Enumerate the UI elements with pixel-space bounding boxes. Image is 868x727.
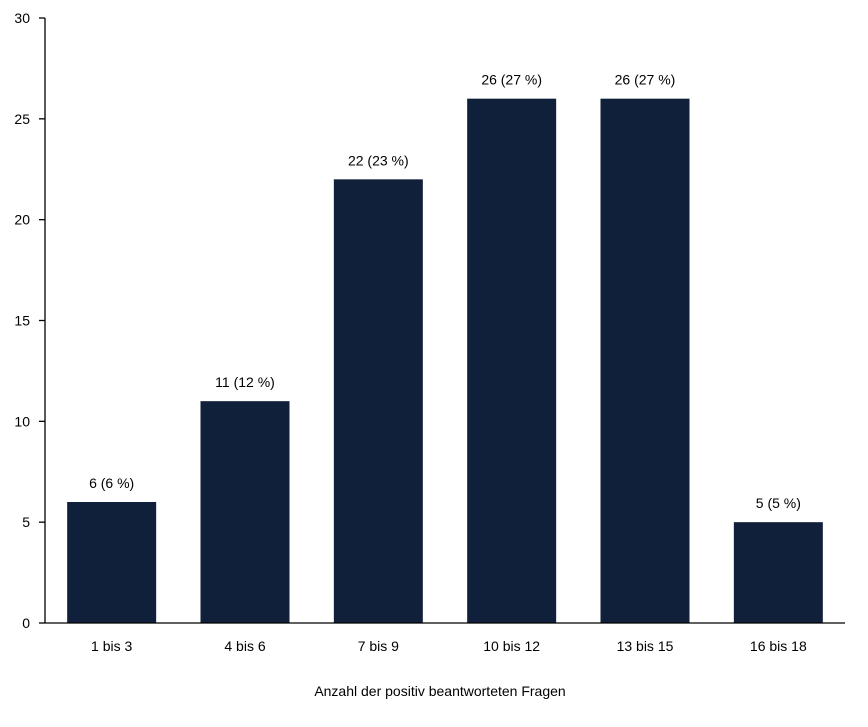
x-tick-label: 1 bis 3 — [91, 638, 132, 654]
bar — [200, 401, 290, 623]
bar — [467, 98, 557, 623]
bars — [67, 98, 823, 624]
y-tick-label: 15 — [14, 313, 30, 329]
x-axis-title: Anzahl der positiv beantworteten Fragen — [314, 683, 565, 699]
bar-data-label: 11 (12 %) — [215, 374, 275, 390]
y-tick-label: 0 — [22, 615, 30, 631]
x-tick-label: 16 bis 18 — [750, 638, 807, 654]
x-tick-label: 10 bis 12 — [483, 638, 540, 654]
y-axis-ticks: 0 5 10 15 20 25 30 — [14, 10, 45, 631]
bar-data-label: 26 (27 %) — [615, 72, 676, 88]
bar-data-label: 5 (5 %) — [756, 495, 801, 511]
y-tick-label: 20 — [14, 212, 30, 228]
y-tick-label: 25 — [14, 111, 30, 127]
axes — [44, 18, 845, 624]
y-tick-label: 5 — [22, 514, 30, 530]
bar — [333, 179, 423, 624]
bar — [733, 522, 823, 623]
data-labels: 6 (6 %) 11 (12 %) 22 (23 %) 26 (27 %) 26 (27… — [89, 72, 801, 511]
y-tick-label: 10 — [14, 413, 30, 429]
bar-data-label: 6 (6 %) — [89, 475, 134, 491]
bar — [67, 502, 157, 623]
x-tick-label: 13 bis 15 — [617, 638, 674, 654]
x-tick-label: 4 bis 6 — [224, 638, 265, 654]
bar-data-label: 22 (23 %) — [348, 152, 409, 168]
y-tick-label: 30 — [14, 10, 30, 26]
x-tick-label: 7 bis 9 — [358, 638, 399, 654]
x-axis-ticks: 1 bis 3 4 bis 6 7 bis 9 10 bis 12 13 bis 15 1… — [91, 638, 807, 654]
bar — [600, 98, 690, 623]
bar-data-label: 26 (27 %) — [481, 72, 542, 88]
